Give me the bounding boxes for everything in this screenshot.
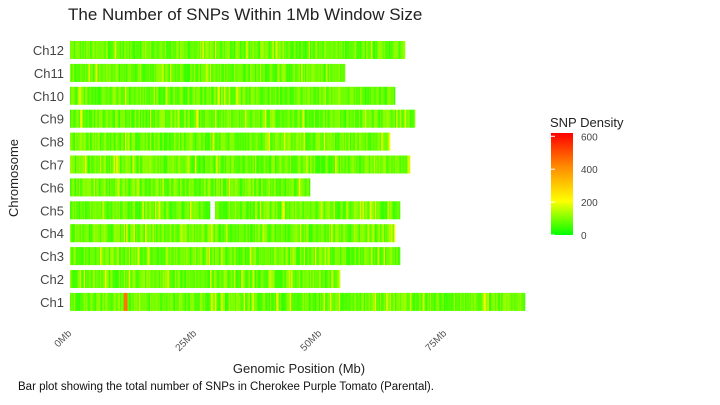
y-axis-label: Chromosome [6,139,21,217]
legend-title: SNP Density [550,115,624,130]
legend-ticks: 0 200 400 600 [551,132,598,242]
chromosome-row-ch2 [70,270,341,288]
y-tick-ch11: Ch11 [34,66,64,81]
chromosome-row-ch4 [70,224,396,243]
y-axis-tick-labels: Ch12 Ch11 Ch10 Ch9 Ch8 Ch7 Ch6 Ch5 Ch4 Ch3 Ch2 Ch1 [33,43,64,310]
x-axis-tick-labels: 0Mb 25Mb 50Mb 75Mb [53,328,450,354]
y-tick-ch6: Ch6 [40,180,64,195]
x-tick-50: 50Mb [299,328,325,354]
y-tick-ch8: Ch8 [40,135,64,150]
legend-tick-400: 400 [581,165,598,176]
y-tick-ch3: Ch3 [40,249,64,264]
x-tick-25: 25Mb [174,328,200,354]
chart-title: The Number of SNPs Within 1Mb Window Siz… [68,5,422,24]
legend-tick-600: 600 [581,132,598,143]
chromosome-row-ch12 [70,41,406,59]
y-tick-ch5: Ch5 [40,203,64,218]
chromosome-row-ch9 [70,109,416,128]
chromosome-row-ch5 [70,201,401,220]
chromosome-row-ch11 [70,63,346,82]
chromosome-row-ch6 [70,178,311,197]
y-tick-ch7: Ch7 [40,158,64,173]
chromosome-row-ch10 [70,86,396,105]
chromosome-row-ch8 [70,132,391,151]
x-tick-75: 75Mb [424,328,450,354]
y-tick-ch2: Ch2 [40,272,64,287]
chromosome-row-ch1 [70,292,526,311]
legend-tick-0: 0 [581,231,587,242]
x-tick-0: 0Mb [53,328,75,350]
color-legend: SNP Density 0 200 400 600 [550,115,624,242]
figure-caption: Bar plot showing the total number of SNP… [18,381,434,393]
legend-tick-200: 200 [581,198,598,209]
x-axis-label: Genomic Position (Mb) [233,361,365,376]
chromosome-row-ch7 [70,155,411,174]
y-tick-ch4: Ch4 [40,226,64,241]
snp-density-chart: The Number of SNPs Within 1Mb Window Siz… [6,5,624,376]
chromosome-row-ch3 [70,247,401,266]
chromosome-rows [70,41,526,311]
y-tick-ch1: Ch1 [40,295,64,310]
y-tick-ch12: Ch12 [33,43,64,58]
legend-colorbar [551,133,573,235]
y-tick-ch9: Ch9 [40,112,64,127]
y-tick-ch10: Ch10 [33,89,64,104]
